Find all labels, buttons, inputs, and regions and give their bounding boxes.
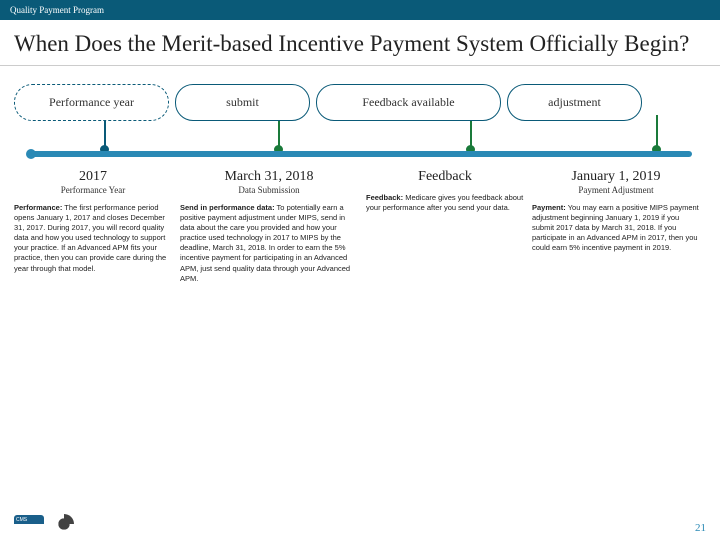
col-subheading: Performance Year xyxy=(14,185,172,195)
pill-label: Feedback available xyxy=(362,95,454,110)
program-name: Quality Payment Program xyxy=(10,5,104,15)
col-heading: March 31, 2018 xyxy=(180,169,358,185)
col-lead: Feedback: xyxy=(366,193,403,202)
pill-adjustment: adjustment xyxy=(507,84,642,121)
col-body: Payment: You may earn a positive MIPS pa… xyxy=(532,203,700,254)
hhs-logo-icon xyxy=(54,514,74,534)
col-lead: Send in performance data: xyxy=(180,203,275,212)
page-title: When Does the Merit-based Incentive Paym… xyxy=(0,20,720,66)
col-subheading: Payment Adjustment xyxy=(532,185,700,195)
pill-label: submit xyxy=(226,95,259,110)
axis-area xyxy=(14,115,706,161)
col-body: Performance: The first performance perio… xyxy=(14,203,172,274)
pill-performance-year: Performance year xyxy=(14,84,169,121)
col-payment-adjustment: January 1, 2019 Payment Adjustment Payme… xyxy=(532,169,700,284)
cms-logo-icon xyxy=(14,515,44,533)
footer: 21 xyxy=(14,514,706,534)
col-subheading: Data Submission xyxy=(180,185,358,195)
col-text: The first performance period opens Janua… xyxy=(14,203,166,273)
col-body: Send in performance data: To potentially… xyxy=(180,203,358,284)
col-data-submission: March 31, 2018 Data Submission Send in p… xyxy=(180,169,358,284)
pill-feedback-available: Feedback available xyxy=(316,84,501,121)
col-feedback: Feedback Feedback: Medicare gives you fe… xyxy=(366,169,524,284)
col-text: To potentially earn a positive payment a… xyxy=(180,203,350,283)
col-heading: January 1, 2019 xyxy=(532,169,700,185)
col-performance-year: 2017 Performance Year Performance: The f… xyxy=(14,169,172,284)
col-body: Feedback: Medicare gives you feedback ab… xyxy=(366,193,524,213)
pill-label: adjustment xyxy=(548,95,601,110)
timeline: Performance year submit Feedback availab… xyxy=(0,84,720,161)
footer-logos xyxy=(14,514,74,534)
columns: 2017 Performance Year Performance: The f… xyxy=(0,161,720,284)
pill-label: Performance year xyxy=(49,95,134,110)
pill-row: Performance year submit Feedback availab… xyxy=(14,84,706,121)
col-heading: 2017 xyxy=(14,169,172,185)
header-bar: Quality Payment Program xyxy=(0,0,720,20)
page-number: 21 xyxy=(695,522,706,534)
col-heading: Feedback xyxy=(366,169,524,185)
col-lead: Payment: xyxy=(532,203,566,212)
pill-submit: submit xyxy=(175,84,310,121)
col-lead: Performance: xyxy=(14,203,62,212)
axis-line xyxy=(28,151,692,157)
